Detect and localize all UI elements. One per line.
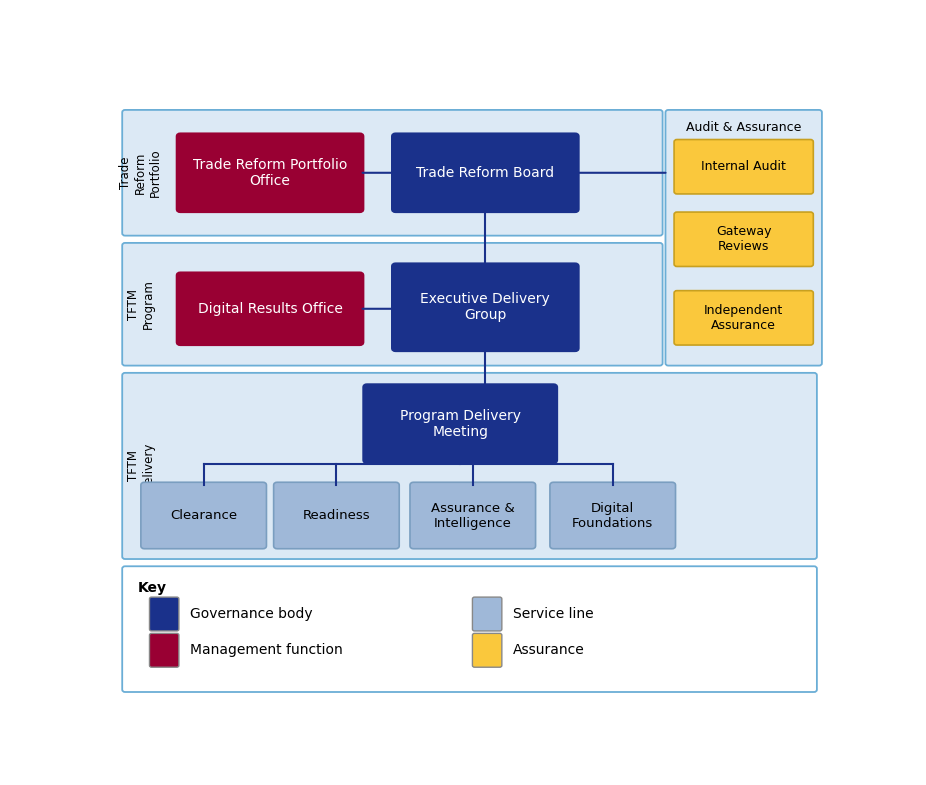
Text: Independent
Assurance: Independent Assurance	[704, 304, 783, 332]
FancyBboxPatch shape	[472, 633, 502, 667]
FancyBboxPatch shape	[550, 482, 676, 549]
Text: Audit & Assurance: Audit & Assurance	[686, 122, 801, 134]
Text: Trade Reform Board: Trade Reform Board	[417, 166, 555, 180]
FancyBboxPatch shape	[177, 272, 363, 345]
Text: Readiness: Readiness	[303, 509, 370, 522]
FancyBboxPatch shape	[122, 110, 663, 236]
FancyBboxPatch shape	[149, 633, 179, 667]
Text: TFTM
Delivery: TFTM Delivery	[127, 441, 155, 491]
Text: Executive Delivery
Group: Executive Delivery Group	[420, 292, 550, 323]
Text: Management function: Management function	[190, 643, 343, 657]
FancyBboxPatch shape	[274, 482, 399, 549]
FancyBboxPatch shape	[666, 110, 822, 366]
FancyBboxPatch shape	[149, 597, 179, 631]
Text: Digital
Foundations: Digital Foundations	[572, 502, 654, 530]
Text: TFTM
Program: TFTM Program	[127, 279, 155, 329]
Text: Internal Audit: Internal Audit	[701, 160, 786, 173]
FancyBboxPatch shape	[674, 290, 813, 345]
FancyBboxPatch shape	[363, 385, 557, 463]
Text: Service line: Service line	[513, 607, 594, 621]
Text: Program Delivery
Meeting: Program Delivery Meeting	[400, 408, 520, 439]
Text: Clearance: Clearance	[170, 509, 237, 522]
Text: Trade Reform Portfolio
Office: Trade Reform Portfolio Office	[193, 158, 347, 188]
Text: Key: Key	[138, 581, 167, 595]
Text: Trade
Reform
Portfolio: Trade Reform Portfolio	[119, 148, 162, 197]
Text: Assurance: Assurance	[513, 643, 584, 657]
Text: Governance body: Governance body	[190, 607, 312, 621]
FancyBboxPatch shape	[472, 597, 502, 631]
FancyBboxPatch shape	[392, 133, 579, 212]
FancyBboxPatch shape	[122, 243, 663, 366]
FancyBboxPatch shape	[410, 482, 535, 549]
Text: Gateway
Reviews: Gateway Reviews	[716, 225, 771, 254]
FancyBboxPatch shape	[122, 373, 817, 559]
FancyBboxPatch shape	[141, 482, 267, 549]
FancyBboxPatch shape	[177, 133, 363, 212]
Text: Digital Results Office: Digital Results Office	[197, 301, 343, 316]
FancyBboxPatch shape	[392, 264, 579, 351]
FancyBboxPatch shape	[674, 212, 813, 266]
Text: Assurance &
Intelligence: Assurance & Intelligence	[431, 502, 515, 530]
FancyBboxPatch shape	[122, 566, 817, 692]
FancyBboxPatch shape	[674, 140, 813, 194]
